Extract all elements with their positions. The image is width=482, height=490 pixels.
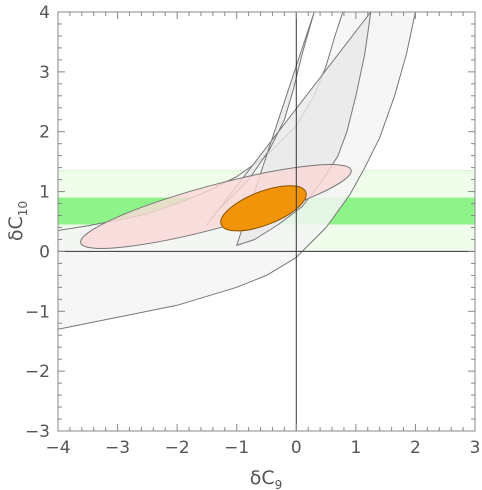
plot-area [58, 12, 475, 431]
inner-arc-region [206, 12, 372, 246]
y-tick-label: 4 [39, 3, 50, 23]
x-tick-label: 3 [470, 438, 481, 458]
y-tick-label: 2 [39, 123, 50, 143]
y-tick-label: 0 [39, 242, 50, 262]
y-axis-label: δC10 [5, 201, 30, 241]
pink-ellipse-shape [75, 149, 357, 263]
y-tick-label: −2 [25, 362, 50, 382]
x-tick-labels: −4 −3 −2 −1 0 1 2 3 [45, 438, 480, 458]
plot-frame [57, 11, 476, 432]
y-tick-labels: −3 −2 −1 0 1 2 3 4 [25, 3, 50, 442]
tick-marks [57, 11, 476, 432]
y-axis-label-subscript: 10 [16, 201, 30, 216]
orange-ellipse-region [215, 176, 311, 240]
x-tick-label: 1 [350, 438, 361, 458]
x-tick-label: −1 [224, 438, 249, 458]
orange-ellipse-shape [215, 176, 311, 240]
y-tick-label: −3 [25, 422, 50, 442]
x-axis-label: δC9 [250, 467, 283, 490]
x-tick-label: −4 [45, 438, 70, 458]
x-tick-label: −2 [165, 438, 190, 458]
y-tick-label: −1 [25, 302, 50, 322]
pink-ellipse-region [75, 149, 357, 263]
x-tick-label: −3 [105, 438, 130, 458]
y-tick-label: 1 [39, 183, 50, 203]
x-axis-label-text: δC [250, 467, 275, 489]
y-axis-label-text: δC [5, 216, 27, 241]
y-tick-label: 3 [39, 63, 50, 83]
x-axis-label-subscript: 9 [275, 478, 283, 490]
x-tick-label: 0 [291, 438, 302, 458]
x-tick-label: 2 [410, 438, 421, 458]
